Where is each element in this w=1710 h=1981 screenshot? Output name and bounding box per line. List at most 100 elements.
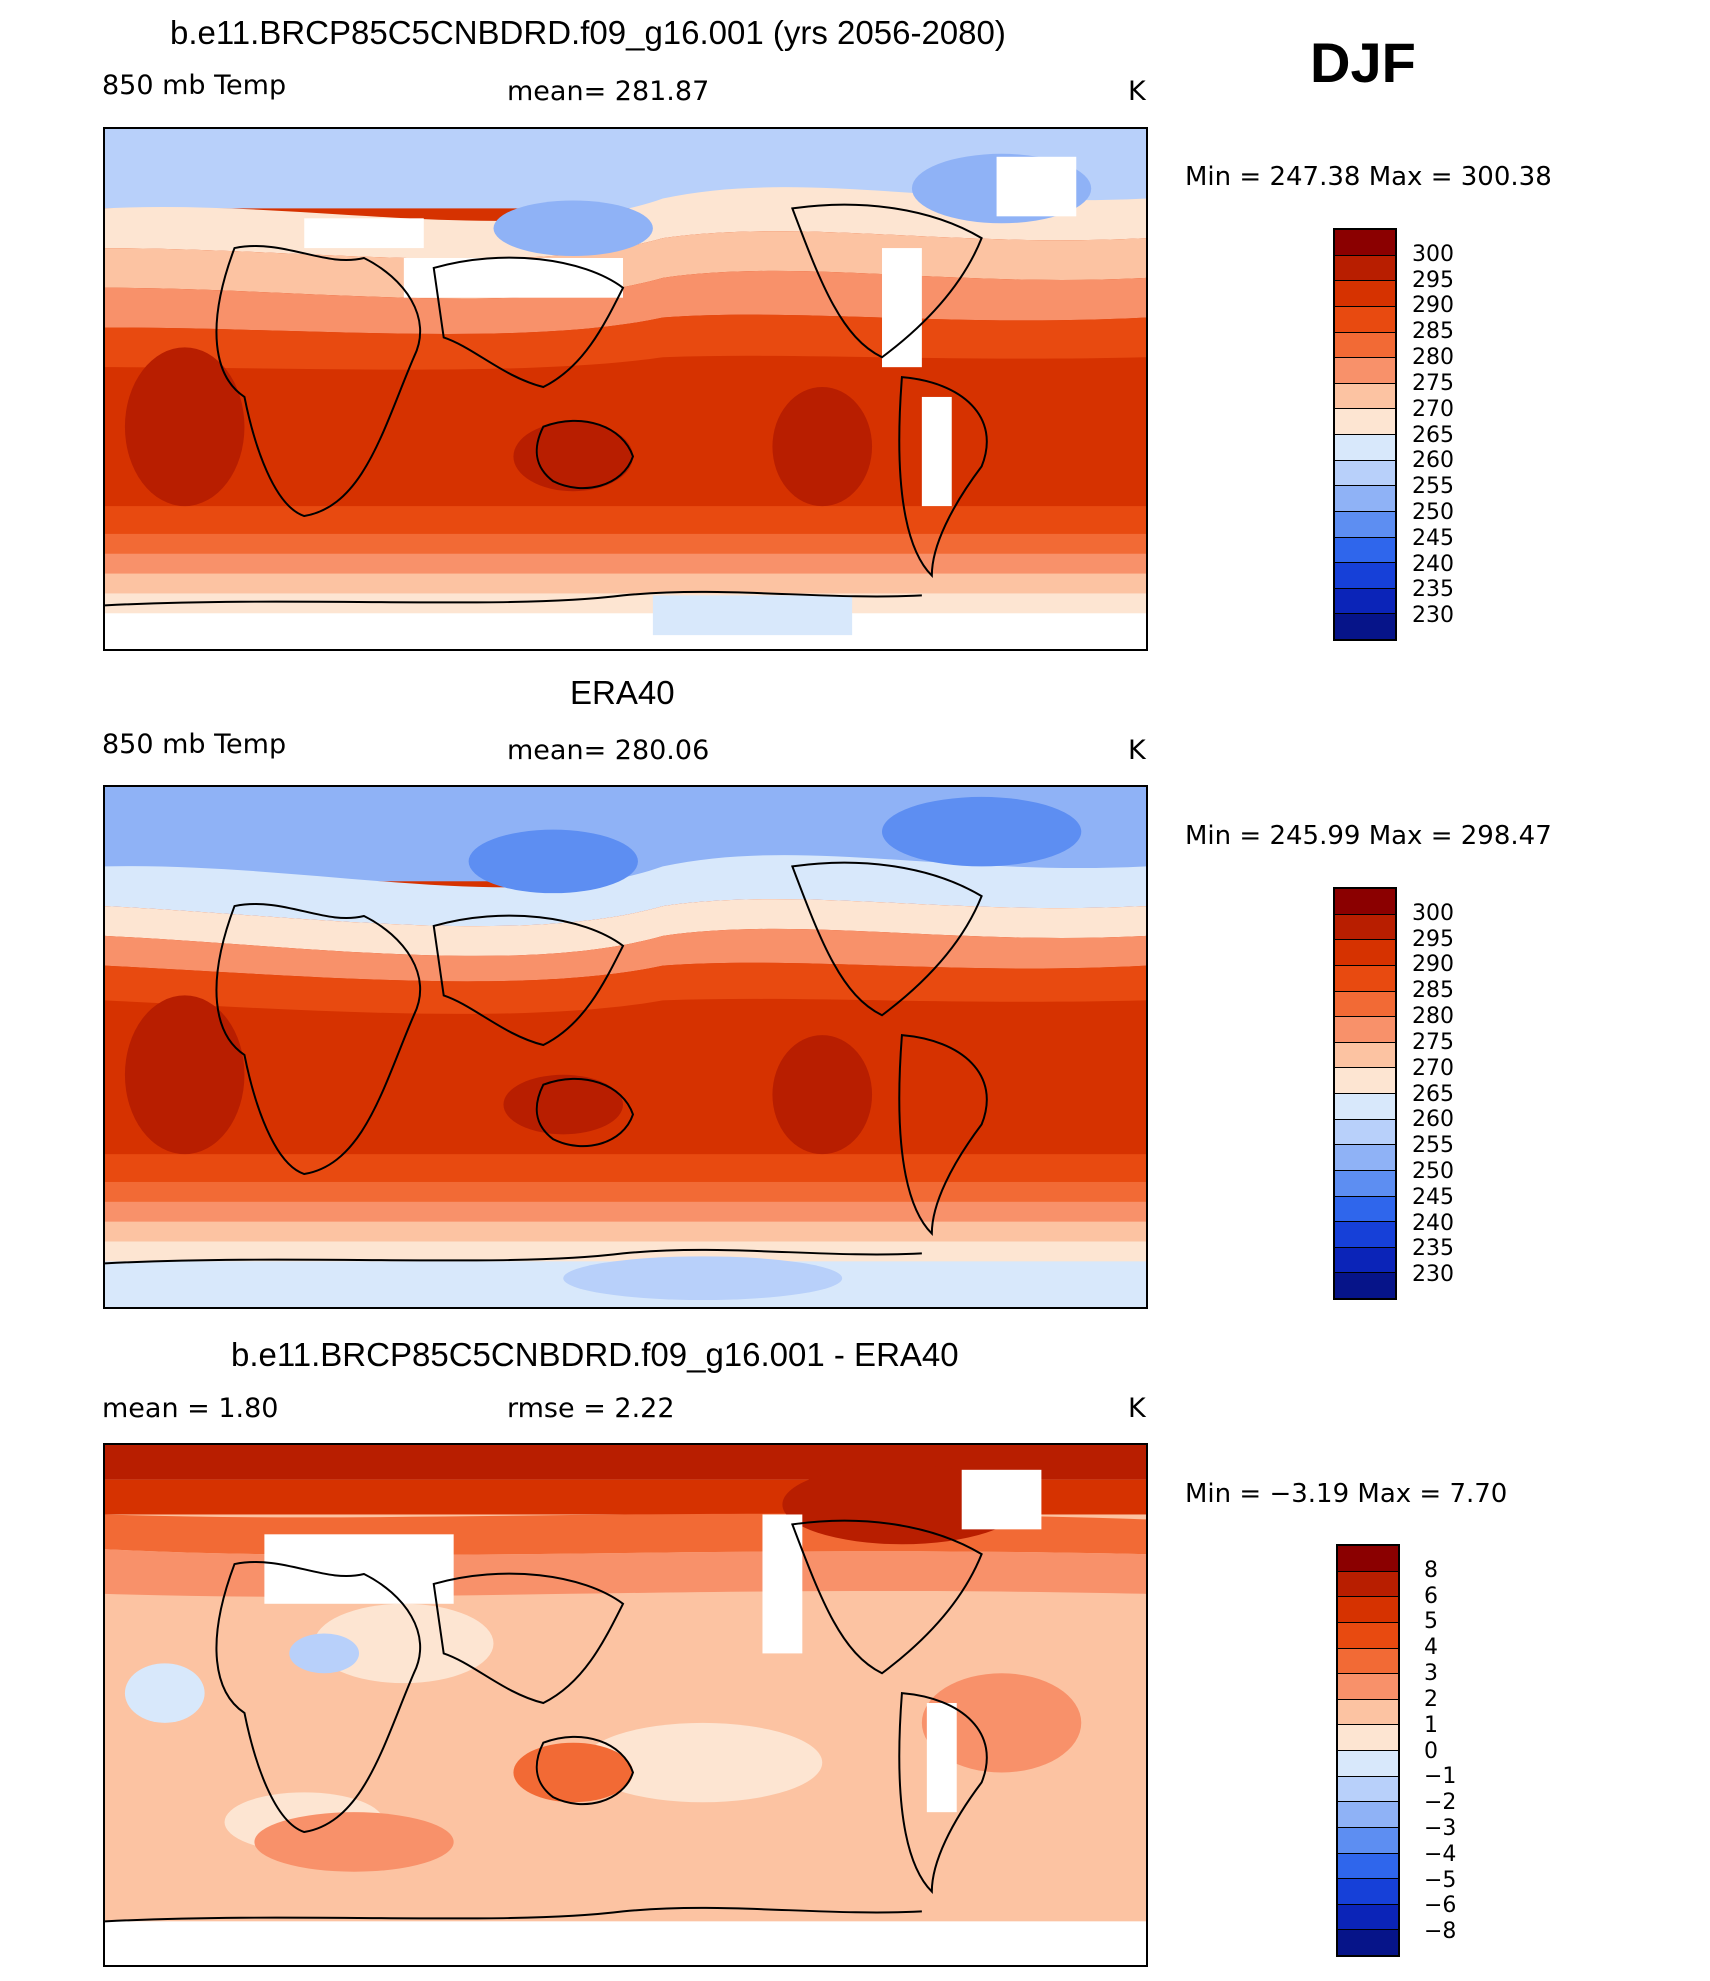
colorbar-tick-label: 6 — [1424, 1583, 1438, 1609]
colorbar-swatch — [1338, 1725, 1398, 1751]
north-america-outline — [790, 1519, 983, 1675]
panel2-variable-label: 850 mb Temp — [102, 729, 287, 760]
colorbar-tick-label: 300 — [1412, 900, 1454, 926]
colorbar-swatch — [1335, 1017, 1395, 1043]
colorbar-swatch — [1335, 332, 1395, 359]
colorbar-tick-label: 240 — [1412, 1210, 1454, 1236]
colorbar-tick-label: 230 — [1412, 1262, 1454, 1288]
colorbar-swatch — [1335, 230, 1395, 256]
colorbar-swatch — [1335, 1119, 1395, 1146]
panel3-map — [103, 1443, 1148, 1967]
colorbar-swatch — [1338, 1622, 1398, 1649]
panel2-contour-field — [105, 787, 1146, 1307]
colorbar-swatch — [1335, 588, 1395, 615]
colorbar-tick-label: 260 — [1412, 448, 1454, 474]
colorbar-tick-label: 300 — [1412, 241, 1454, 267]
north-america-outline — [790, 861, 983, 1017]
colorbar-tick-label: −3 — [1424, 1815, 1457, 1841]
colorbar-tick-label: −1 — [1424, 1764, 1457, 1790]
australia-outline — [535, 1735, 635, 1806]
asia-outline — [432, 256, 625, 389]
colorbar-swatch — [1335, 486, 1395, 512]
colorbar-tick-label: 275 — [1412, 370, 1454, 396]
panel2-title: ERA40 — [570, 674, 675, 711]
colorbar-tick-label: 2 — [1424, 1686, 1438, 1712]
panel3-difference-field — [105, 1445, 1146, 1965]
colorbar-tick-label: 275 — [1412, 1029, 1454, 1055]
colorbar-tick-label: 265 — [1412, 422, 1454, 448]
colorbar-swatch — [1338, 1827, 1398, 1854]
colorbar-tick-label: 285 — [1412, 319, 1454, 345]
colorbar-swatch — [1338, 1879, 1398, 1905]
colorbar-tick-label: 295 — [1412, 926, 1454, 952]
australia-outline — [535, 419, 635, 490]
colorbar-swatch — [1335, 914, 1395, 941]
antarctica-outline — [105, 1248, 922, 1265]
panel3-title: b.e11.BRCP85C5CNBDRD.f09_g16.001 - ERA40 — [231, 1336, 959, 1373]
colorbar-swatch — [1335, 1273, 1395, 1298]
colorbar-tick-label: 4 — [1424, 1635, 1438, 1661]
colorbar-swatch — [1338, 1930, 1398, 1955]
colorbar-swatch — [1335, 991, 1395, 1018]
colorbar-swatch — [1335, 965, 1395, 992]
colorbar-swatch — [1338, 1904, 1398, 1931]
panel1-title: b.e11.BRCP85C5CNBDRD.f09_g16.001 (yrs 20… — [170, 14, 1006, 51]
panel3-mean-label: mean = 1.80 — [102, 1393, 279, 1424]
colorbar-swatch — [1335, 460, 1395, 487]
panel3-colorbar — [1336, 1544, 1400, 1957]
colorbar-swatch — [1335, 1068, 1395, 1094]
colorbar-swatch — [1335, 409, 1395, 435]
colorbar-swatch — [1335, 435, 1395, 461]
colorbar-tick-label: 1 — [1424, 1712, 1438, 1738]
africa-europe-outline — [215, 903, 422, 1176]
colorbar-tick-label: 280 — [1412, 1004, 1454, 1030]
colorbar-tick-label: −6 — [1424, 1893, 1457, 1919]
colorbar-tick-label: 8 — [1424, 1557, 1438, 1583]
colorbar-swatch — [1338, 1699, 1398, 1726]
colorbar-tick-label: 280 — [1412, 345, 1454, 371]
colorbar-tick-label: 285 — [1412, 978, 1454, 1004]
asia-outline — [432, 914, 625, 1047]
colorbar-swatch — [1335, 1145, 1395, 1171]
south-america-outline — [898, 1692, 988, 1894]
colorbar-tick-label: 0 — [1424, 1738, 1438, 1764]
north-america-outline — [790, 203, 983, 359]
colorbar-tick-label: −2 — [1424, 1790, 1457, 1816]
antarctica-outline — [105, 1906, 922, 1923]
colorbar-tick-label: 235 — [1412, 577, 1454, 603]
colorbar-swatch — [1335, 1094, 1395, 1120]
panel3-units-label: K — [1128, 1393, 1146, 1424]
colorbar-tick-label: 250 — [1412, 1158, 1454, 1184]
panel2-colorbar — [1333, 887, 1397, 1300]
colorbar-swatch — [1335, 563, 1395, 589]
colorbar-tick-label: −8 — [1424, 1919, 1457, 1945]
colorbar-tick-label: −5 — [1424, 1867, 1457, 1893]
colorbar-swatch — [1335, 358, 1395, 384]
colorbar-tick-label: 245 — [1412, 1184, 1454, 1210]
colorbar-tick-label: 255 — [1412, 1133, 1454, 1159]
colorbar-swatch — [1335, 537, 1395, 564]
colorbar-tick-label: 265 — [1412, 1081, 1454, 1107]
colorbar-tick-label: 255 — [1412, 474, 1454, 500]
africa-europe-outline — [215, 245, 422, 518]
asia-outline — [432, 1572, 625, 1705]
colorbar-tick-label: 290 — [1412, 293, 1454, 319]
panel2-units-label: K — [1128, 735, 1146, 766]
panel3-minmax: Min = −3.19 Max = 7.70 — [1185, 1479, 1508, 1509]
panel1-minmax: Min = 247.38 Max = 300.38 — [1185, 162, 1552, 192]
colorbar-swatch — [1338, 1776, 1398, 1803]
colorbar-swatch — [1335, 1247, 1395, 1274]
colorbar-tick-label: −4 — [1424, 1841, 1457, 1867]
colorbar-swatch — [1338, 1802, 1398, 1828]
colorbar-swatch — [1338, 1546, 1398, 1572]
colorbar-tick-label: 250 — [1412, 499, 1454, 525]
colorbar-swatch — [1335, 1222, 1395, 1248]
panel3-rmse-label: rmse = 2.22 — [507, 1393, 675, 1424]
panel2-mean-label: mean= 280.06 — [507, 735, 710, 766]
south-america-outline — [898, 376, 988, 578]
colorbar-tick-label: 260 — [1412, 1107, 1454, 1133]
panel1-variable-label: 850 mb Temp — [102, 70, 287, 101]
africa-europe-outline — [215, 1561, 422, 1834]
colorbar-tick-label: 290 — [1412, 952, 1454, 978]
colorbar-tick-label: 270 — [1412, 1055, 1454, 1081]
